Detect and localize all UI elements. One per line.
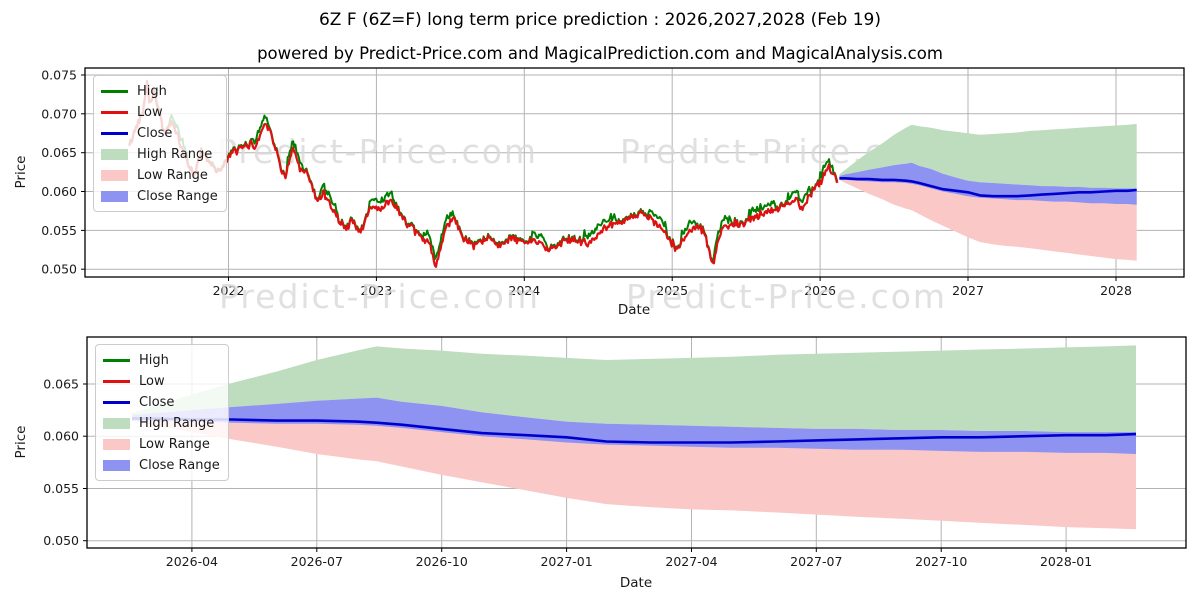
legend-item-close: Close bbox=[103, 392, 222, 413]
bottom-chart-xtick-label: 2028-01 bbox=[1040, 554, 1092, 569]
legend-swatch-close-range bbox=[101, 191, 128, 202]
top-high-range-band bbox=[839, 123, 1137, 189]
top-chart-xlabel: Date bbox=[617, 302, 651, 318]
bottom-high-range-band bbox=[132, 345, 1136, 433]
legend-item-high-range: High Range bbox=[101, 144, 220, 165]
legend-item-low-range: Low Range bbox=[103, 434, 222, 455]
bottom-chart-ytick-label: 0.060 bbox=[43, 429, 79, 444]
bottom-chart-xtick-label: 2027-01 bbox=[540, 554, 592, 569]
top-chart-ytick-label: 0.075 bbox=[41, 68, 77, 83]
top-close-line bbox=[839, 177, 1137, 198]
page-title: 6Z F (6Z=F) long term price prediction :… bbox=[318, 10, 881, 30]
top-chart-frame bbox=[84, 67, 1185, 278]
legend-label-close-range: Close Range bbox=[139, 458, 220, 473]
top-chart-ytick-label: 0.060 bbox=[41, 184, 77, 199]
legend-swatch-close bbox=[101, 132, 128, 135]
bottom-close-line bbox=[132, 417, 1137, 444]
legend-label-high: High bbox=[137, 84, 167, 99]
bottom-chart-ytick-label: 0.050 bbox=[43, 533, 79, 548]
legend-swatch-close bbox=[103, 401, 130, 404]
top-low-line bbox=[128, 80, 839, 268]
legend-label-low-range: Low Range bbox=[139, 437, 210, 452]
bottom-chart-xlabel: Date bbox=[619, 575, 653, 591]
bottom-chart-xtick-label: 2026-04 bbox=[166, 554, 218, 569]
bottom-chart-xtick-label: 2027-04 bbox=[665, 554, 717, 569]
bottom-chart-ylabel: Price bbox=[13, 425, 29, 459]
watermark-top-1: Predict-Price.com bbox=[217, 132, 538, 171]
legend-label-close: Close bbox=[137, 126, 173, 141]
legend-label-low: Low bbox=[139, 374, 165, 389]
legend-item-close: Close bbox=[101, 123, 220, 144]
top-chart-ylabel: Price bbox=[13, 155, 29, 189]
watermark-mid-1: Predict-Price.com bbox=[219, 277, 540, 316]
legend-label-low: Low bbox=[137, 105, 163, 120]
legend-item-high: High bbox=[103, 350, 222, 371]
legend-swatch-high-range bbox=[101, 149, 128, 160]
legend-item-high: High bbox=[101, 81, 220, 102]
legend-top: High Low Close High Range Low Range Close Ran… bbox=[93, 75, 227, 212]
legend-swatch-high bbox=[103, 359, 130, 362]
legend-swatch-low-range bbox=[103, 439, 130, 450]
top-chart-xtick-label: 2027 bbox=[952, 283, 984, 298]
legend-item-high-range: High Range bbox=[103, 413, 222, 434]
legend-item-low-range: Low Range bbox=[101, 165, 220, 186]
legend-swatch-high-range bbox=[103, 418, 130, 429]
page-subtitle: powered by Predict-Price.com and Magical… bbox=[257, 44, 943, 63]
top-chart-xtick-label: 2028 bbox=[1100, 283, 1132, 298]
bottom-chart-frame bbox=[86, 336, 1187, 549]
bottom-chart-xtick-label: 2027-10 bbox=[915, 554, 967, 569]
legend-label-close-range: Close Range bbox=[137, 189, 218, 204]
top-chart-xtick-label: 2022 bbox=[213, 283, 245, 298]
top-chart-ytick-label: 0.065 bbox=[41, 145, 77, 160]
legend-item-low: Low bbox=[101, 102, 220, 123]
legend-item-low: Low bbox=[103, 371, 222, 392]
legend-swatch-low bbox=[103, 380, 130, 383]
top-chart-ytick-label: 0.050 bbox=[41, 262, 77, 277]
top-chart-ytick-label: 0.055 bbox=[41, 223, 77, 238]
legend-label-high-range: High Range bbox=[139, 416, 215, 431]
legend-swatch-low-range bbox=[101, 170, 128, 181]
legend-swatch-close-range bbox=[103, 460, 130, 471]
top-chart-xtick-label: 2024 bbox=[508, 283, 540, 298]
legend-label-close: Close bbox=[139, 395, 175, 410]
bottom-chart-xtick-label: 2026-07 bbox=[291, 554, 343, 569]
bottom-chart-xtick-label: 2027-07 bbox=[790, 554, 842, 569]
legend-label-high: High bbox=[139, 353, 169, 368]
legend-item-close-range: Close Range bbox=[103, 455, 222, 476]
bottom-chart-ytick-label: 0.065 bbox=[43, 377, 79, 392]
legend-swatch-low bbox=[101, 111, 128, 114]
watermark-mid-2: Predict-Price.com bbox=[626, 277, 947, 316]
legend-swatch-high bbox=[101, 90, 128, 93]
bottom-chart-xtick-label: 2026-10 bbox=[416, 554, 468, 569]
legend-item-close-range: Close Range bbox=[101, 186, 220, 207]
legend-label-low-range: Low Range bbox=[137, 168, 208, 183]
legend-label-high-range: High Range bbox=[137, 147, 213, 162]
top-chart-ytick-label: 0.070 bbox=[41, 106, 77, 121]
top-chart-xtick-label: 2026 bbox=[804, 283, 836, 298]
bottom-chart-ytick-label: 0.055 bbox=[43, 481, 79, 496]
top-chart-xtick-label: 2023 bbox=[360, 283, 392, 298]
legend-bottom: High Low Close High Range Low Range Close Ran… bbox=[95, 344, 229, 481]
top-chart-xtick-label: 2025 bbox=[656, 283, 688, 298]
